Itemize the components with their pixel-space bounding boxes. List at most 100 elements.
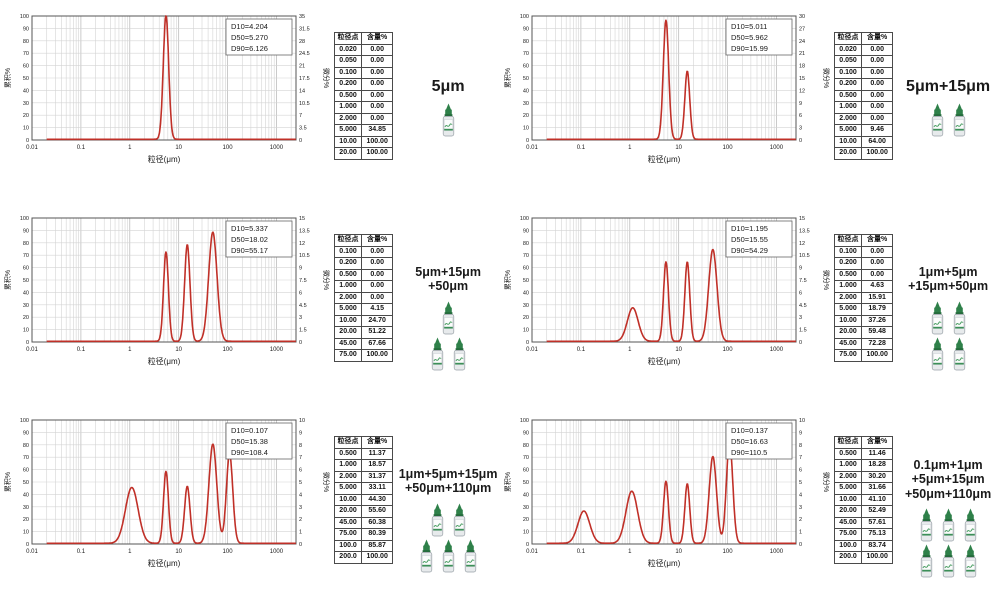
table-row: 0.200 0.00 xyxy=(333,78,394,91)
dropper-bottle-icon xyxy=(964,508,976,542)
y-right-tick-label: 7 xyxy=(299,455,302,461)
table-cell: 0.00 xyxy=(361,257,394,270)
table-cell: 100.0 xyxy=(833,539,863,552)
y-left-tick-label: 10 xyxy=(23,530,29,536)
size-distribution-table: 粒径点 含量% 0.100 0.00 0.200 0.00 0.500 0.00 1.000 0.… xyxy=(333,234,394,362)
table-row: 10.00 24.70 xyxy=(333,314,394,327)
y-right-tick-label: 4.5 xyxy=(799,303,807,309)
table-row: 20.00 51.22 xyxy=(333,326,394,339)
bottle-row xyxy=(929,103,968,137)
table-cell: 0.500 xyxy=(833,89,863,102)
table-cell: 1.000 xyxy=(833,280,863,293)
x-tick-label: 1000 xyxy=(270,549,284,555)
table-cell: 33.11 xyxy=(361,482,394,495)
table-cell: 0.00 xyxy=(361,245,394,258)
table-row: 0.020 0.00 xyxy=(333,43,394,56)
d-value-text: D10=0.107 xyxy=(231,426,268,435)
bottle-row xyxy=(440,103,457,137)
x-tick-label: 0.01 xyxy=(526,145,538,151)
dropper-bottle-icon xyxy=(920,544,932,578)
d-values-box xyxy=(225,422,293,460)
y-right-tick-label: 10.5 xyxy=(299,253,310,259)
table-row: 20.00 52.49 xyxy=(833,505,894,518)
table-row: 2.000 31.37 xyxy=(333,470,394,483)
table-row: 0.200 0.00 xyxy=(833,78,894,91)
y-right-tick-label: 9 xyxy=(299,430,302,436)
x-tick-label: 10 xyxy=(175,549,182,555)
y-left-tick-label: 90 xyxy=(23,430,29,436)
table-row: 1.000 0.00 xyxy=(333,280,394,293)
table-cell: 200.0 xyxy=(333,551,363,564)
y-right-tick-label: 14 xyxy=(299,88,305,94)
table-cell: 52.49 xyxy=(861,505,894,518)
x-tick-label: 0.1 xyxy=(577,347,586,353)
y-left-tick-label: 60 xyxy=(23,468,29,474)
y-right-tick-label: 0 xyxy=(799,542,802,548)
dropper-bottle-icon xyxy=(931,301,943,335)
y-left-tick-label: 100 xyxy=(520,14,529,20)
y-right-tick-label: 9 xyxy=(799,266,802,272)
d-value-text: D50=18.02 xyxy=(231,235,268,244)
d-value-text: D10=1.195 xyxy=(731,224,768,233)
d-value-text: D50=15.55 xyxy=(731,235,768,244)
y-right-axis-title: 微分% xyxy=(822,472,831,492)
table-header-cell: 粒径点 xyxy=(333,32,363,45)
x-tick-label: 100 xyxy=(223,549,234,555)
table-row: 75.00 100.00 xyxy=(833,349,894,362)
y-right-tick-label: 7.5 xyxy=(299,278,307,284)
y-left-tick-label: 90 xyxy=(523,26,529,32)
sample-label-line: +5μm+15μm xyxy=(911,472,985,487)
table-cell: 2.000 xyxy=(333,470,363,483)
y-left-tick-label: 20 xyxy=(23,113,29,119)
y-left-tick-label: 100 xyxy=(520,418,529,424)
size-distribution-table: 粒径点 含量% 0.500 11.37 1.000 18.57 2.000 31.37 5.00… xyxy=(333,436,394,564)
bottle-icons xyxy=(418,501,479,573)
table-cell: 0.00 xyxy=(861,112,894,125)
table-row: 1.000 0.00 xyxy=(333,101,394,114)
y-right-tick-label: 13.5 xyxy=(299,228,310,234)
d-value-text: D90=15.99 xyxy=(731,44,768,53)
d-value-text: D10=5.337 xyxy=(231,224,268,233)
y-left-tick-label: 0 xyxy=(526,542,529,548)
table-cell: 75.00 xyxy=(333,528,363,541)
x-tick-label: 100 xyxy=(223,145,234,151)
plot-border xyxy=(31,15,297,141)
x-tick-label: 1000 xyxy=(270,145,284,151)
table-row: 0.050 0.00 xyxy=(333,55,394,68)
x-tick-label: 100 xyxy=(723,549,734,555)
table-cell: 0.020 xyxy=(833,43,863,56)
y-left-tick-label: 70 xyxy=(23,253,29,259)
x-tick-label: 0.1 xyxy=(577,549,586,555)
table-header-cell: 粒径点 xyxy=(833,436,863,449)
y-left-tick-label: 70 xyxy=(523,51,529,57)
y-right-tick-label: 15 xyxy=(799,76,805,82)
sample-label: 0.1μm+1μm +5μm+15μm +50μm+110μm xyxy=(905,458,991,501)
table-row: 10.00 100.00 xyxy=(333,135,394,148)
table-cell: 100.00 xyxy=(361,551,394,564)
table-cell: 10.00 xyxy=(833,135,863,148)
y-left-tick-label: 40 xyxy=(23,492,29,498)
y-left-tick-label: 10 xyxy=(23,328,29,334)
table-cell: 55.60 xyxy=(361,505,394,518)
y-right-tick-label: 7 xyxy=(799,455,802,461)
table-cell: 11.37 xyxy=(361,447,394,460)
y-left-tick-label: 40 xyxy=(23,88,29,94)
table-cell: 0.100 xyxy=(833,66,863,79)
y-left-axis-title: 累积% xyxy=(503,472,512,492)
y-right-tick-label: 10 xyxy=(299,418,305,424)
x-tick-label: 0.01 xyxy=(26,347,38,353)
table-header-cell: 含量% xyxy=(361,436,394,449)
y-left-tick-label: 80 xyxy=(523,39,529,45)
table-cell: 15.91 xyxy=(861,291,894,304)
table-row: 0.100 0.00 xyxy=(833,245,894,258)
bottle-row xyxy=(418,539,479,573)
y-left-tick-label: 80 xyxy=(23,241,29,247)
table-cell: 0.200 xyxy=(333,78,363,91)
distribution-curve xyxy=(546,248,797,343)
table-cell: 10.00 xyxy=(333,314,363,327)
table-cell: 75.00 xyxy=(833,349,863,362)
x-tick-label: 1000 xyxy=(770,549,784,555)
dropper-bottle-icon xyxy=(931,103,943,137)
table-row: 0.050 0.00 xyxy=(833,55,894,68)
y-right-tick-label: 15 xyxy=(799,216,805,222)
